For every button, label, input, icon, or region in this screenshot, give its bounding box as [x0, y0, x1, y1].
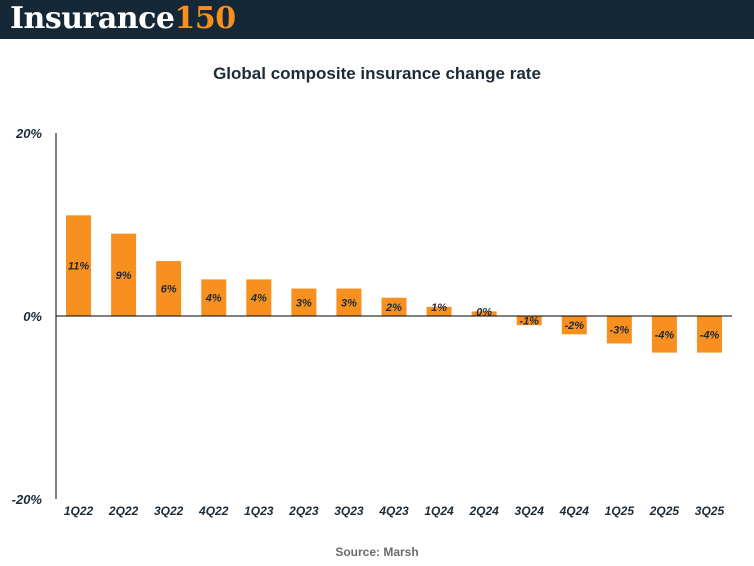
source-note: Source: Marsh [335, 545, 419, 559]
data-label: -2% [564, 320, 584, 332]
data-label: 2% [385, 302, 402, 314]
chart-title: Global composite insurance change rate [213, 64, 541, 83]
bar [561, 316, 587, 335]
data-label: -4% [700, 329, 720, 341]
header-bar: Insurance150 [0, 0, 754, 39]
x-tick-label: 1Q22 [64, 504, 94, 518]
bar [606, 316, 632, 344]
data-label: 0% [476, 306, 492, 318]
data-label: 3% [296, 297, 312, 309]
bar [516, 316, 542, 326]
x-tick-label: 1Q24 [424, 504, 454, 518]
bar [336, 288, 362, 316]
bar [696, 316, 722, 353]
bar [381, 297, 407, 316]
bar [111, 233, 137, 316]
data-label: -4% [655, 329, 675, 341]
y-tick-label: 0% [23, 309, 42, 324]
data-label: 6% [161, 284, 177, 296]
data-label: -1% [519, 316, 539, 328]
data-label: 11% [68, 261, 89, 273]
x-tick-label: 3Q22 [154, 504, 184, 518]
bar [426, 306, 452, 316]
bar [291, 288, 317, 316]
x-tick-label: 2Q24 [468, 504, 499, 518]
bar [651, 316, 677, 353]
x-tick-label: 2Q23 [288, 504, 319, 518]
x-tick-label: 3Q25 [695, 504, 725, 518]
x-tick-label: 1Q23 [244, 504, 274, 518]
bar [471, 311, 497, 316]
x-tick-label: 2Q25 [649, 504, 680, 518]
bar [246, 279, 272, 316]
bar [66, 215, 92, 316]
x-tick-label: 1Q25 [605, 504, 635, 518]
data-label: -3% [610, 325, 630, 337]
logo-word: Insurance [10, 1, 175, 36]
x-tick-label: 4Q24 [559, 504, 590, 518]
data-label: 4% [250, 293, 267, 305]
x-tick-label: 3Q24 [515, 504, 545, 518]
bar [156, 261, 182, 316]
y-tick-label: -20% [12, 492, 43, 507]
logo-number: 150 [174, 1, 236, 36]
x-tick-label: 3Q23 [334, 504, 364, 518]
x-tick-label: 4Q23 [378, 504, 409, 518]
y-tick-label: 20% [15, 126, 42, 141]
logo[interactable]: Insurance150 [10, 1, 236, 37]
data-label: 9% [116, 270, 132, 282]
x-tick-label: 2Q22 [108, 504, 139, 518]
data-label: 1% [431, 302, 447, 314]
bar [201, 279, 227, 316]
data-label: 4% [205, 293, 222, 305]
x-tick-label: 4Q22 [198, 504, 229, 518]
data-label: 3% [341, 297, 357, 309]
